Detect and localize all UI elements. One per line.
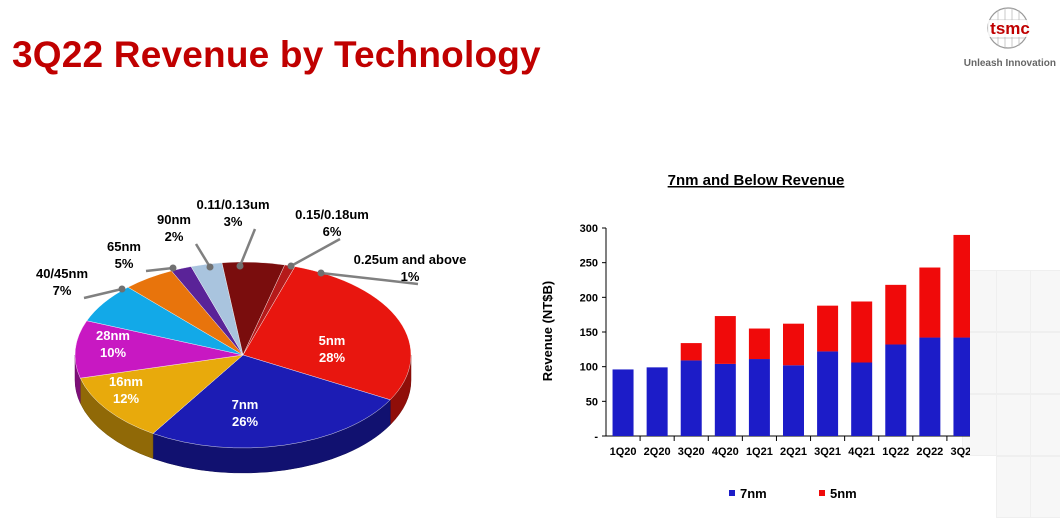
bar-5nm-3q22 <box>953 234 970 338</box>
pie-slices <box>74 261 412 449</box>
bar-7nm-2q22 <box>919 337 941 436</box>
bar-7nm-3q20 <box>680 360 702 436</box>
x-tick-label: 2Q21 <box>780 446 807 458</box>
bar-7nm-1q22 <box>885 344 907 436</box>
leader-line-0-15-0-18um <box>290 237 341 268</box>
x-tick-label: 1Q22 <box>882 446 909 458</box>
bar-5nm-1q22 <box>885 284 907 345</box>
leader-line-0-11-0-13um <box>238 228 257 267</box>
logo-tagline: Unleash Innovation <box>963 58 1056 69</box>
pie-value-90nm: 2% <box>165 229 184 244</box>
x-tick-label: 3Q21 <box>814 446 841 458</box>
pie-label-16nm: 16nm <box>109 374 143 389</box>
pie-labels: 5nm 28% 7nm 26% 16nm 12% 28nm 10% 40/45nm 7% 65nm 5… <box>36 197 466 429</box>
pie-value-16nm: 12% <box>113 391 139 406</box>
bar-7nm-1q21 <box>748 359 770 436</box>
pie-leader-lines <box>83 228 419 300</box>
y-tick-label: - <box>594 431 598 443</box>
pie-chart: 5nm 28% 7nm 26% 16nm 12% 28nm 10% 40/45nm 7% 65nm 5… <box>36 197 466 474</box>
bar-7nm-2q20 <box>646 367 668 436</box>
bar-5nm-3q21 <box>817 305 839 352</box>
leader-dot-65nm <box>169 264 177 272</box>
pie-value-65nm: 5% <box>115 256 134 271</box>
bar-5nm-3q20 <box>680 343 702 361</box>
x-tick-label: 2Q22 <box>916 446 943 458</box>
pie-label-28nm: 28nm <box>96 328 130 343</box>
logo-text: tsmc <box>990 19 1030 38</box>
bar-7nm-1q20 <box>612 369 634 436</box>
pie-value-28nm: 10% <box>100 345 126 360</box>
leader-dot-90nm <box>206 263 214 271</box>
y-tick-label: 200 <box>580 292 598 304</box>
pie-label-90nm: 90nm <box>157 212 191 227</box>
bar-5nm-4q20 <box>714 316 736 364</box>
pie-value-0-11-0-13um: 3% <box>224 214 243 229</box>
x-tick-label: 2Q20 <box>644 446 671 458</box>
bar-7nm-2q21 <box>783 365 804 436</box>
pie-value-7nm: 26% <box>232 414 258 429</box>
pie-label-5nm: 5nm <box>319 333 346 348</box>
leader-dot-0-15-0-18um <box>287 262 295 270</box>
pie-sides <box>74 354 412 474</box>
leader-dot-0-11-0-13um <box>236 262 244 270</box>
bar-7nm-3q22 <box>953 337 970 436</box>
pie-value-0-15-0-18um: 6% <box>323 224 342 239</box>
bar-5nm-4q21 <box>851 301 873 363</box>
pie-slice-16nm <box>79 354 244 434</box>
x-tick-label: 1Q20 <box>610 446 637 458</box>
pie-label-0-11-0-13um: 0.11/0.13um <box>197 197 270 212</box>
pie-value-5nm: 28% <box>319 350 345 365</box>
slide-title: 3Q22 Revenue by Technology <box>12 34 541 75</box>
bar-7nm-3q21 <box>817 351 839 436</box>
tsmc-logo: tsmc <box>987 7 1032 49</box>
y-tick-label: 50 <box>586 396 598 408</box>
bar-tick-labels: - 50 100 150 200 250 300 1Q20 2Q20 3Q20 4Q20 1Q21 2Q… <box>580 223 970 458</box>
y-tick-label: 250 <box>580 258 598 270</box>
pie-value-40-45nm: 7% <box>53 283 72 298</box>
leader-dot-0-25um-and-above <box>317 269 325 277</box>
pie-label-0-25um-and-above: 0.25um and above <box>354 252 467 267</box>
legend-swatch-5nm <box>819 490 825 496</box>
bar-5nm-1q21 <box>748 328 770 360</box>
leader-line-90nm <box>194 243 212 268</box>
pie-label-40-45nm: 40/45nm <box>36 266 88 281</box>
leader-line-40-45nm <box>83 287 123 300</box>
pie-slice-28nm <box>74 320 244 379</box>
x-tick-label: 4Q20 <box>712 446 739 458</box>
legend-swatch-7nm <box>729 490 735 496</box>
y-tick-label: 300 <box>580 223 598 235</box>
legend-label-5nm: 5nm <box>830 486 857 501</box>
leader-line-65nm <box>145 266 174 273</box>
x-tick-label: 1Q21 <box>746 446 773 458</box>
pie-label-65nm: 65nm <box>107 239 141 254</box>
pie-slice-7nm <box>152 354 391 449</box>
bar-7nm-4q20 <box>714 363 736 436</box>
bar-chart: 7nm and Below Revenue Revenue (NT$B) - 50… <box>540 172 970 501</box>
y-tick-label: 150 <box>580 327 598 339</box>
pie-label-0-15-0-18um: 0.15/0.18um <box>295 207 369 222</box>
leader-line-0-25um-and-above <box>320 271 419 286</box>
bar-7nm-4q21 <box>851 362 873 436</box>
decorative-grid <box>960 260 1060 518</box>
x-tick-label: 3Q20 <box>678 446 705 458</box>
leader-dot-40-45nm <box>118 285 126 293</box>
pie-value-0-25um-and-above: 1% <box>401 269 420 284</box>
y-tick-label: 100 <box>580 362 598 374</box>
bar-5nm-2q22 <box>919 267 941 338</box>
bar-5nm-2q21 <box>783 323 804 366</box>
bar-chart-ylabel: Revenue (NT$B) <box>540 281 555 381</box>
bar-legend: 7nm 5nm <box>729 486 857 501</box>
bar-chart-title: 7nm and Below Revenue <box>668 172 845 189</box>
x-tick-label: 3Q22 <box>950 446 970 458</box>
x-tick-label: 4Q21 <box>848 446 875 458</box>
bar-bars <box>612 234 970 436</box>
pie-label-7nm: 7nm <box>232 397 259 412</box>
legend-label-7nm: 7nm <box>740 486 767 501</box>
